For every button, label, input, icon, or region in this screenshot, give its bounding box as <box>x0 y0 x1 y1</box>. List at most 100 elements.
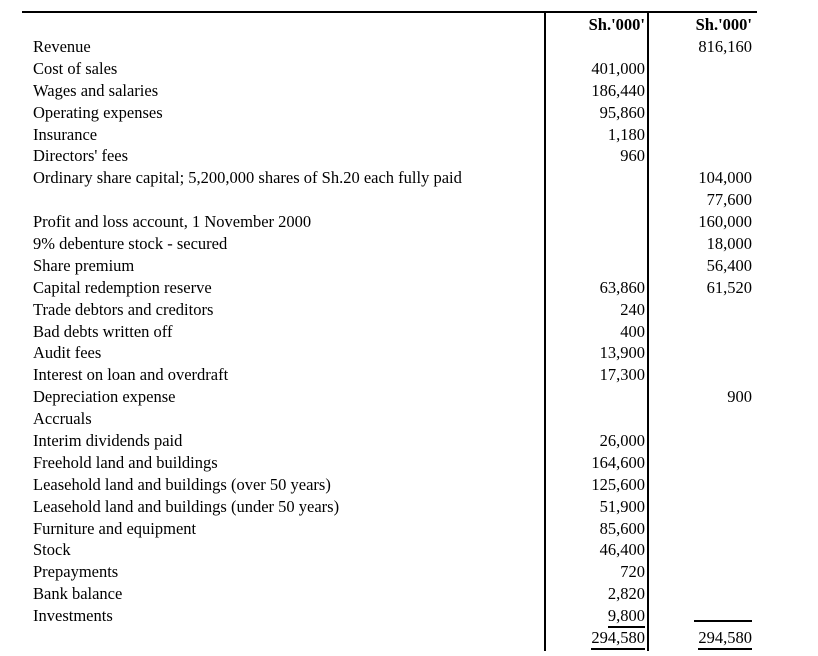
column-header-col2: Sh.'000' <box>695 15 752 34</box>
amount-col2-value: 18,000 <box>706 234 752 254</box>
table-divider-line-left <box>544 11 546 651</box>
account-label-value: Share premium <box>33 255 135 275</box>
amount-col2-value: 816,160 <box>698 37 752 56</box>
table-row: Directors' fees 960 <box>0 145 818 167</box>
amount-col1: 63,860 <box>545 277 649 299</box>
amount-col1: 125,600 <box>545 474 649 496</box>
column-header-col1: Sh.'000' <box>588 15 645 34</box>
amount-col1: 240 <box>545 299 649 321</box>
amount-col1-value: 95,860 <box>599 102 645 122</box>
amount-col1: 9,800 <box>545 605 649 629</box>
table-row: Bad debts written off 400 <box>0 321 818 343</box>
account-label-value: Bank balance <box>33 584 123 604</box>
amount-col1-value: 164,600 <box>591 452 645 472</box>
amount-col1: 960 <box>545 145 649 167</box>
table-row: Depreciation expense 900 <box>0 386 818 408</box>
table-row: Interim dividends paid 26,000 <box>0 430 818 452</box>
amount-col1 <box>545 233 649 255</box>
table-content: Sh.'000' Sh.'000' Revenue 816,160 Cost of … <box>0 14 818 651</box>
account-label: Investments <box>0 605 545 627</box>
amount-col1-value: 960 <box>620 146 645 166</box>
account-label: Bank balance <box>0 583 545 605</box>
account-label-value: Leasehold land and buildings (over 50 ye… <box>33 474 331 494</box>
amount-col1-value: 63,860 <box>599 277 645 297</box>
amount-col2: 816,160 <box>649 36 756 58</box>
amount-col2: 18,000 <box>649 233 756 255</box>
account-label-value: Audit fees <box>33 343 102 363</box>
amount-col2-value: 160,000 <box>698 212 752 232</box>
amount-col2 <box>649 474 756 496</box>
amount-col1-value: 9,800 <box>607 606 645 629</box>
account-label <box>0 627 545 649</box>
table-row: Wages and salaries 186,440 <box>0 80 818 102</box>
amount-col2: 160,000 <box>649 211 756 233</box>
table-row: Profit and loss account, 1 November 2000… <box>0 211 818 233</box>
table-row: Ordinary share capital; 5,200,000 shares… <box>0 167 818 189</box>
amount-col1: 46,400 <box>545 539 649 561</box>
table-row: Leasehold land and buildings (under 50 y… <box>0 496 818 518</box>
account-label-value: Investments <box>33 606 113 626</box>
account-label-value: Furniture and equipment <box>33 518 197 538</box>
table-row: Furniture and equipment 85,600 <box>0 518 818 540</box>
account-label: Leasehold land and buildings (under 50 y… <box>0 496 545 518</box>
account-label-value: Stock <box>33 540 71 560</box>
amount-col2 <box>649 124 756 146</box>
table-header-row: Sh.'000' Sh.'000' <box>0 14 818 36</box>
account-label-value: Freehold land and buildings <box>33 452 218 472</box>
amount-col2 <box>649 496 756 518</box>
amount-col1-value: 85,600 <box>599 518 645 538</box>
account-label: Wages and salaries <box>0 80 545 102</box>
amount-col2-value <box>694 605 752 623</box>
amount-col1-value: 13,900 <box>599 343 645 363</box>
amount-col1-value: 26,000 <box>599 431 645 451</box>
amount-col2: 294,580 <box>649 627 756 651</box>
amount-col1-value: 125,600 <box>591 474 645 494</box>
amount-col1-value: 51,900 <box>599 496 645 516</box>
account-label: Interest on loan and overdraft <box>0 364 545 386</box>
account-label: 9% debenture stock - secured <box>0 233 545 255</box>
account-label-value: Ordinary share capital; 5,200,000 shares… <box>33 168 462 188</box>
table-row: 294,580 294,580 <box>0 627 818 651</box>
account-label-value: Trade debtors and creditors <box>33 299 214 319</box>
account-label: Insurance <box>0 124 545 146</box>
account-label-value: Leasehold land and buildings (under 50 y… <box>33 496 340 516</box>
amount-col1 <box>545 211 649 233</box>
amount-col1-value: 240 <box>620 299 645 319</box>
account-label: Prepayments <box>0 561 545 583</box>
account-label-value: Profit and loss account, 1 November 2000 <box>33 212 312 232</box>
amount-col1-value: 2,820 <box>607 584 645 604</box>
table-row: 77,600 <box>0 189 818 211</box>
table-row: Freehold land and buildings 164,600 <box>0 452 818 474</box>
amount-col2 <box>649 583 756 605</box>
table-row: Cost of sales 401,000 <box>0 58 818 80</box>
account-label: Share premium <box>0 255 545 277</box>
table-row: Stock 46,400 <box>0 539 818 561</box>
table-row: Leasehold land and buildings (over 50 ye… <box>0 474 818 496</box>
account-label: Directors' fees <box>0 145 545 167</box>
account-label: Leasehold land and buildings (over 50 ye… <box>0 474 545 496</box>
account-label: Interim dividends paid <box>0 430 545 452</box>
amount-col2 <box>649 518 756 540</box>
amount-col1: 401,000 <box>545 58 649 80</box>
account-label: Revenue <box>0 36 545 58</box>
amount-col2 <box>649 102 756 124</box>
table-body: Revenue 816,160 Cost of sales 401,000 Wages … <box>0 36 818 651</box>
table-row: Interest on loan and overdraft 17,300 <box>0 364 818 386</box>
amount-col2 <box>649 408 756 430</box>
account-label-value: Operating expenses <box>33 102 163 122</box>
table-row: Insurance 1,180 <box>0 124 818 146</box>
amount-col1: 95,860 <box>545 102 649 124</box>
account-label: Freehold land and buildings <box>0 452 545 474</box>
account-label-value: 9% debenture stock - secured <box>33 234 228 254</box>
account-label: Stock <box>0 539 545 561</box>
amount-col1: 17,300 <box>545 364 649 386</box>
account-label: Capital redemption reserve <box>0 277 545 299</box>
amount-col2-value: 56,400 <box>706 255 752 275</box>
amount-col2 <box>649 58 756 80</box>
account-label: Furniture and equipment <box>0 518 545 540</box>
amount-col2-value: 61,520 <box>706 277 752 297</box>
account-label: Cost of sales <box>0 58 545 80</box>
amount-col2: 56,400 <box>649 255 756 277</box>
account-label-value: Directors' fees <box>33 146 129 166</box>
